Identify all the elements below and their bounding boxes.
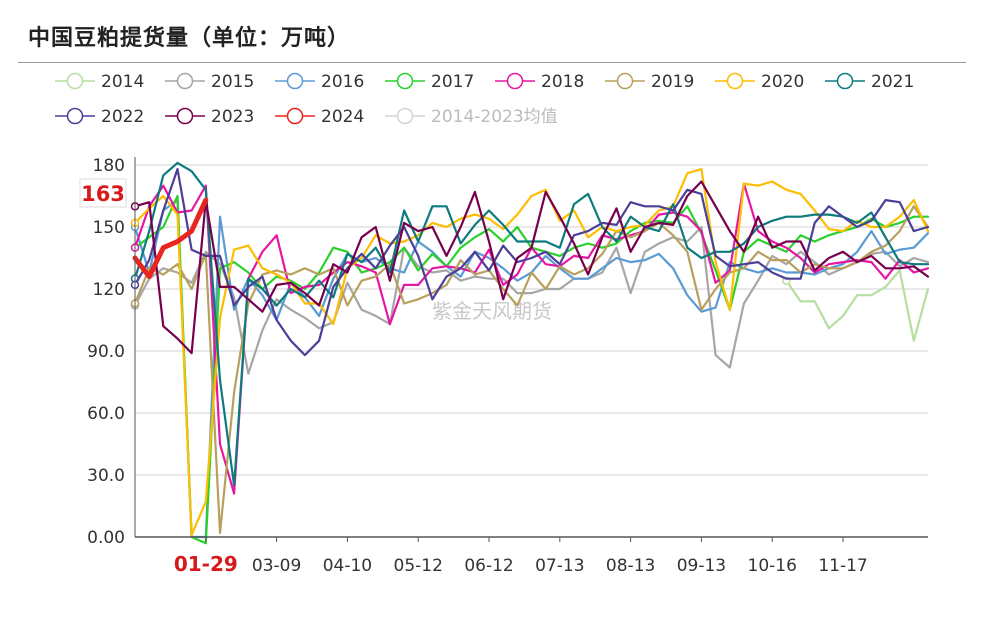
series-line-2019 — [133, 205, 930, 534]
legend-label: 2020 — [761, 72, 804, 92]
value-label-box — [79, 178, 127, 208]
legend-marker — [396, 72, 414, 90]
legend-marker — [176, 72, 194, 90]
axes: 0.00 30.0 60.0 90.0 120 150 180 01-29 03-09 04-10… — [87, 156, 928, 576]
legend-marker — [66, 107, 84, 125]
series-line-2018 — [133, 182, 930, 495]
series-line-2015 — [133, 225, 930, 375]
legend-item-2014[interactable]: 2014 — [55, 72, 144, 92]
chart-title: 中国豆粕提货量（单位：万吨） — [28, 26, 351, 51]
series-line-2023 — [133, 180, 930, 355]
x-tick-label: 01-29 — [174, 552, 238, 576]
legend-label: 2016 — [321, 72, 364, 92]
y-tick-label: 150 — [93, 218, 125, 238]
legend-item-2017[interactable]: 2017 — [385, 72, 474, 92]
legend-marker — [176, 107, 194, 125]
legend-marker — [66, 72, 84, 90]
legend-label: 2022 — [101, 107, 144, 127]
x-tick-label: 09-13 — [677, 556, 726, 576]
legend-item-2019[interactable]: 2019 — [605, 72, 694, 92]
legend-item-2018[interactable]: 2018 — [495, 72, 584, 92]
y-tick-label: 180 — [93, 156, 125, 176]
legend-item-2021[interactable]: 2021 — [825, 72, 914, 92]
series-line-2016 — [133, 199, 930, 539]
legend: 2014 2015 2016 2017 2018 2019 2020 2021 2022 2023… — [55, 72, 914, 127]
series-line-2024 — [132, 197, 209, 280]
legend-marker — [836, 72, 854, 90]
y-tick-label: 90.0 — [87, 342, 125, 362]
series-line-2020 — [133, 168, 930, 536]
legend-item-2015[interactable]: 2015 — [165, 72, 254, 92]
watermark: 紫金天风期货 — [432, 299, 552, 323]
legend-marker — [286, 72, 304, 90]
highlight: 163 — [79, 178, 127, 208]
legend-item-2020[interactable]: 2020 — [715, 72, 804, 92]
legend-item-2023[interactable]: 2023 — [165, 107, 254, 127]
series-layer — [130, 161, 930, 545]
legend-item-2014-2023均值[interactable]: 2014-2023均值 — [385, 107, 558, 127]
legend-label: 2017 — [431, 72, 474, 92]
value-label: 163 — [81, 182, 125, 206]
legend-label: 2014 — [101, 72, 144, 92]
legend-label: 2024 — [321, 107, 364, 127]
legend-label: 2015 — [211, 72, 254, 92]
series-line-2021 — [133, 161, 930, 487]
y-tick-label: 0.00 — [87, 528, 125, 548]
legend-label: 2018 — [541, 72, 584, 92]
x-tick-label: 03-09 — [252, 556, 301, 576]
y-tick-label: 120 — [93, 280, 125, 300]
legend-item-2016[interactable]: 2016 — [275, 72, 364, 92]
series-line-2014 — [785, 269, 930, 342]
x-tick-label: 05-12 — [394, 556, 443, 576]
legend-item-2024[interactable]: 2024 — [275, 107, 364, 127]
legend-label: 2019 — [651, 72, 694, 92]
title-divider — [18, 62, 966, 63]
legend-label: 2023 — [211, 107, 254, 127]
legend-label: 2021 — [871, 72, 914, 92]
grid — [135, 164, 928, 476]
x-tick-label: 08-13 — [606, 556, 655, 576]
legend-marker — [616, 72, 634, 90]
series-line-2022 — [133, 168, 930, 357]
x-tick-label: 11-17 — [818, 556, 867, 576]
legend-item-2022[interactable]: 2022 — [55, 107, 144, 127]
x-tick-label: 10-16 — [748, 556, 797, 576]
legend-marker — [396, 107, 414, 125]
x-tick-label: 06-12 — [464, 556, 513, 576]
legend-marker — [506, 72, 524, 90]
legend-marker — [286, 107, 304, 125]
y-tick-label: 30.0 — [87, 466, 125, 486]
x-tick-label: 07-13 — [535, 556, 584, 576]
y-tick-label: 60.0 — [87, 404, 125, 424]
legend-label: 2014-2023均值 — [431, 107, 558, 127]
legend-marker — [726, 72, 744, 90]
x-tick-label: 04-10 — [323, 556, 372, 576]
